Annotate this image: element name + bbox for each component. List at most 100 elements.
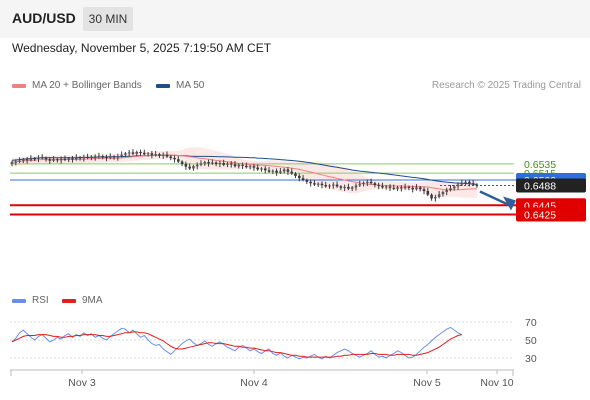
candle-body [135, 151, 139, 154]
candle-body [381, 185, 384, 188]
rsi-ma-line [11, 331, 462, 358]
candle-body [316, 183, 320, 185]
candle-body [373, 183, 377, 186]
x-tick-label: Nov 10 [480, 377, 513, 389]
legend-ma9-label: 9MA [82, 295, 103, 306]
candle-body [362, 182, 365, 185]
candle-body [437, 194, 441, 198]
candle-body [449, 188, 452, 191]
candle-body [252, 166, 256, 168]
candle-body [180, 161, 184, 164]
candle-body [328, 185, 331, 187]
candle-body [67, 158, 70, 160]
candle-body [377, 185, 380, 187]
candle-body [263, 168, 267, 171]
candle-body [120, 154, 123, 157]
candle-body [460, 182, 464, 185]
candle-body [127, 152, 131, 154]
candle-body [426, 191, 430, 195]
candle-body [415, 187, 418, 190]
candle-body [195, 164, 199, 167]
candle-body [411, 187, 414, 190]
level-label: 0.6488 [524, 181, 556, 193]
legend-ma9: 9MA [62, 295, 103, 306]
candle-body [33, 158, 36, 160]
copyright-text: Research © 2025 Trading Central [431, 80, 581, 91]
candle-body [10, 162, 14, 164]
candle-body [82, 157, 86, 159]
candle-body [237, 164, 241, 167]
candle-body [188, 166, 191, 169]
candle-body [245, 165, 248, 168]
candle-body [52, 159, 55, 161]
candle-body [97, 156, 101, 158]
candle-body [139, 151, 142, 153]
candle-body [86, 157, 89, 158]
candle-body [154, 154, 157, 156]
legend-ma20: MA 20 + Bollinger Bands [12, 80, 142, 91]
candle-body [184, 163, 188, 167]
candle-body [124, 153, 127, 155]
candle-body [177, 159, 180, 162]
candle-body [93, 156, 97, 158]
timeframe-button[interactable]: 30 MIN [83, 7, 133, 31]
candle-body [275, 170, 278, 173]
candle-body [294, 173, 297, 176]
legend-ma50: MA 50 [156, 80, 204, 91]
candle-body [199, 163, 203, 165]
ma20-line [11, 154, 477, 191]
candle-body [161, 154, 165, 156]
candle-body [229, 163, 233, 165]
candle-body [403, 186, 407, 189]
candle-body [286, 169, 290, 172]
instrument-symbol: AUD/USD [12, 10, 76, 26]
candle-body [267, 170, 271, 172]
candles-group [10, 149, 479, 202]
candle-body [309, 181, 312, 184]
candle-body [335, 184, 339, 187]
ma20-swatch [12, 83, 26, 88]
candle-body [445, 190, 448, 192]
rsi-tick-label: 50 [525, 335, 537, 347]
rsi-swatch [12, 298, 26, 303]
candle-body [468, 181, 471, 184]
candle-body [358, 184, 362, 186]
candle-body [105, 157, 108, 158]
candle-body [343, 186, 346, 188]
x-tick-label: Nov 5 [413, 377, 441, 389]
candle-body [48, 159, 52, 161]
candle-body [350, 187, 354, 189]
level-tag-bg [516, 207, 586, 222]
candle-body [248, 166, 252, 168]
candle-body [218, 162, 222, 164]
candle-body [400, 187, 403, 189]
candle-body [392, 187, 396, 189]
candle-body [422, 189, 426, 192]
candle-body [18, 160, 21, 162]
candle-body [116, 156, 120, 158]
candle-body [14, 161, 18, 163]
legend-rsi: RSI [12, 295, 49, 306]
rsi-tick-label: 30 [525, 353, 537, 365]
candle-body [301, 178, 305, 180]
candle-body [71, 158, 74, 160]
candle-body [339, 186, 343, 188]
level-tag-bg [516, 178, 586, 193]
candle-body [354, 185, 358, 188]
legend-ma20-label: MA 20 + Bollinger Bands [32, 80, 142, 91]
projection-arrowhead [503, 196, 516, 211]
candle-body [324, 185, 328, 187]
candle-body [165, 154, 169, 157]
candle-body [441, 191, 445, 195]
candle-body [29, 158, 33, 161]
candle-body [90, 156, 93, 158]
candle-body [112, 156, 116, 158]
candle-body [150, 153, 154, 156]
level-label: 0.6535 [524, 159, 556, 171]
candle-body [233, 164, 237, 167]
level-label: 0.6425 [524, 210, 556, 222]
candle-body [384, 186, 388, 188]
candle-body [214, 162, 218, 164]
candle-body [430, 194, 433, 199]
rsi-line [11, 326, 463, 360]
